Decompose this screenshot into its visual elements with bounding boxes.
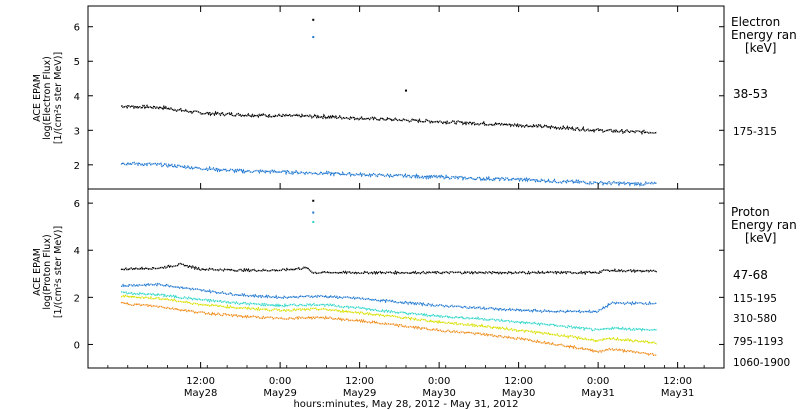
electron-panel: 2 3 4 5 6	[74, 18, 724, 188]
electron-ylabel-line3: [1/(cm²s ster MeV)]	[53, 52, 64, 144]
proton-legend-entry: 795-1193	[733, 336, 784, 348]
x-tick-date-label: May28	[184, 388, 217, 399]
series-1060-1900	[120, 301, 657, 357]
series-310-580	[120, 220, 658, 332]
proton-legend-entry: 115-195	[733, 293, 777, 305]
series-115-195	[120, 211, 657, 314]
x-tick-time-label: 0:00	[587, 376, 609, 387]
series-line	[120, 294, 657, 345]
y-tick-label: 4	[74, 92, 80, 103]
x-tick-date-label: May31	[581, 388, 614, 399]
electron-legend-title-3: [keV]	[745, 41, 776, 55]
y-tick-label: 6	[74, 199, 80, 210]
proton-ylabel-line3: [1/(cm²s ster MeV)]	[53, 226, 64, 318]
x-axis: 12:00May280:00May2912:00May290:00May3012…	[87, 6, 725, 399]
y-tick-label: 6	[74, 23, 80, 34]
data-point	[312, 36, 315, 39]
series-795-1193	[120, 294, 657, 345]
series-line	[120, 262, 658, 276]
electron-panel-frame	[87, 5, 725, 190]
series-line	[120, 161, 658, 188]
x-tick-time-label: 0:00	[428, 376, 450, 387]
x-tick-time-label: 12:00	[345, 376, 374, 387]
series-175-315	[120, 36, 658, 188]
y-tick-label: 4	[74, 246, 80, 257]
series-47-68	[120, 199, 658, 276]
data-point	[312, 220, 315, 223]
electron-legend-title-2: Energy ran	[731, 28, 797, 42]
y-tick-label: 3	[74, 126, 80, 137]
proton-ylabel-line2: log(Proton Flux)	[42, 234, 53, 309]
electron-legend-title-1: Electron	[731, 15, 780, 29]
series-line	[120, 301, 657, 357]
y-tick-label: 2	[74, 293, 80, 304]
proton-legend-entry: 310-580	[733, 313, 777, 325]
proton-legend-title-1: Proton	[731, 205, 770, 219]
x-tick-date-label: May31	[661, 388, 694, 399]
proton-legend-title-2: Energy ran	[731, 218, 797, 232]
electron-ylabel-line2: log(Electron Flux)	[42, 56, 53, 140]
x-tick-date-label: May30	[502, 388, 535, 399]
x-tick-date-label: May29	[343, 388, 376, 399]
x-tick-time-label: 12:00	[663, 376, 692, 387]
x-tick-date-label: May29	[263, 388, 296, 399]
electron-legend-entry: 38-53	[733, 87, 768, 101]
y-tick-label: 0	[74, 340, 80, 351]
x-tick-time-label: 12:00	[504, 376, 533, 387]
data-point	[405, 89, 407, 92]
proton-legend-entry: 47-68	[733, 268, 768, 282]
proton-legend-title-3: [keV]	[745, 231, 776, 245]
series-line	[120, 291, 658, 332]
x-tick-date-label: May30	[422, 388, 455, 399]
x-tick-time-label: 12:00	[186, 376, 215, 387]
data-point	[312, 211, 315, 214]
series-line	[120, 282, 657, 314]
y-tick-label: 5	[74, 57, 80, 68]
proton-ylabel-line1: ACE EPAM	[32, 248, 43, 296]
x-axis-caption: hours:minutes, May 28, 2012 - May 31, 20…	[293, 399, 518, 410]
proton-panel-frame	[87, 188, 725, 369]
data-point	[312, 199, 315, 202]
proton-legend-entry: 1060-1900	[733, 357, 790, 369]
series-38-53	[120, 18, 658, 135]
x-tick-time-label: 0:00	[269, 376, 291, 387]
y-tick-label: 2	[74, 161, 80, 172]
proton-panel: 0 2 4 6	[74, 199, 724, 357]
electron-legend-entry: 175-315	[733, 126, 777, 138]
electron-ylabel-line1: ACE EPAM	[32, 74, 43, 122]
data-point	[312, 18, 315, 21]
series-line	[120, 104, 658, 135]
